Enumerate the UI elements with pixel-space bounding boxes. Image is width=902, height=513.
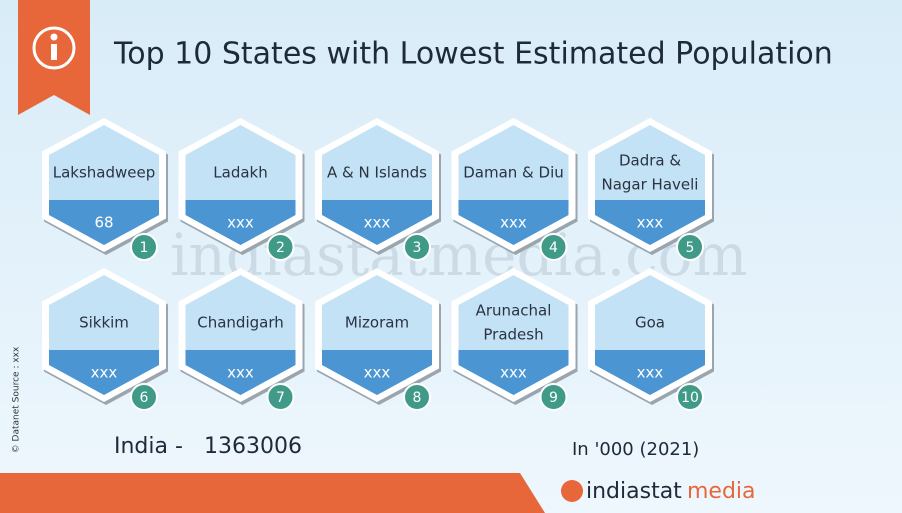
state-card: Lakshadweep 68 1 [42,118,168,261]
state-value: xxx [364,214,391,232]
state-value: xxx [227,364,254,382]
state-value: 68 [94,214,113,232]
state-value: xxx [500,214,527,232]
state-card: Sikkim xxx 6 [42,268,168,411]
india-value: 1363006 [204,434,302,459]
rank: 7 [276,390,285,406]
rank-badge [403,233,431,261]
state-name: Daman & Diu [463,164,564,182]
rank: 6 [140,390,149,406]
state-name: Pradesh [483,326,543,344]
rank: 2 [276,240,285,256]
state-name: Nagar Haveli [602,176,699,194]
title: Top 10 States with Lowest Estimated Popu… [113,37,833,72]
rank: 5 [686,240,695,256]
state-name: A & N Islands [327,164,427,182]
state-name: Chandigarh [197,314,284,332]
india-label: India - [114,434,183,459]
state-name: Dadra & [619,152,681,170]
state-value: xxx [637,364,664,382]
state-name: Ladakh [213,164,267,182]
brand-icon [561,480,583,502]
state-value: xxx [91,364,118,382]
state-card: A & N Islands xxx 3 [315,118,441,261]
state-value: xxx [364,364,391,382]
rank-badge [130,233,158,261]
state-name: Lakshadweep [53,164,156,182]
rank: 1 [140,240,149,256]
state-value: xxx [637,214,664,232]
rank-badge [130,383,158,411]
unit: In '000 (2021) [572,439,699,460]
info-icon-dot [50,33,58,41]
rank: 10 [681,390,699,406]
info-icon-bar [51,44,57,60]
rank-badge [539,233,568,261]
state-name: Arunachal [476,302,552,320]
state-card: Daman & Diu xxx 4 [451,118,578,261]
rank-badge [266,233,295,261]
state-card: Ladakh xxx 2 [178,118,305,261]
state-name: Goa [635,314,665,332]
state-name: Mizoram [345,314,409,332]
rank-badge [539,383,568,411]
rank-badge [266,383,295,411]
state-value: xxx [500,364,527,382]
rank: 8 [413,390,422,406]
rank: 3 [413,240,422,256]
state-value: xxx [227,214,254,232]
rank-badge [403,383,431,411]
rank-badge [676,233,704,261]
state-card: Dadra & Nagar Haveli xxx 5 [588,118,714,261]
source: © Datanet Source : xxx [12,346,22,453]
state-card: Goa xxx 10 [588,268,714,411]
state-name: Sikkim [79,314,129,332]
brand-2: media [687,479,756,504]
brand-1: indiastat [586,479,682,504]
rank: 4 [549,240,558,256]
rank: 9 [549,390,558,406]
footer-bar [0,473,545,513]
info-icon [32,26,76,70]
rank-badge [676,383,704,411]
